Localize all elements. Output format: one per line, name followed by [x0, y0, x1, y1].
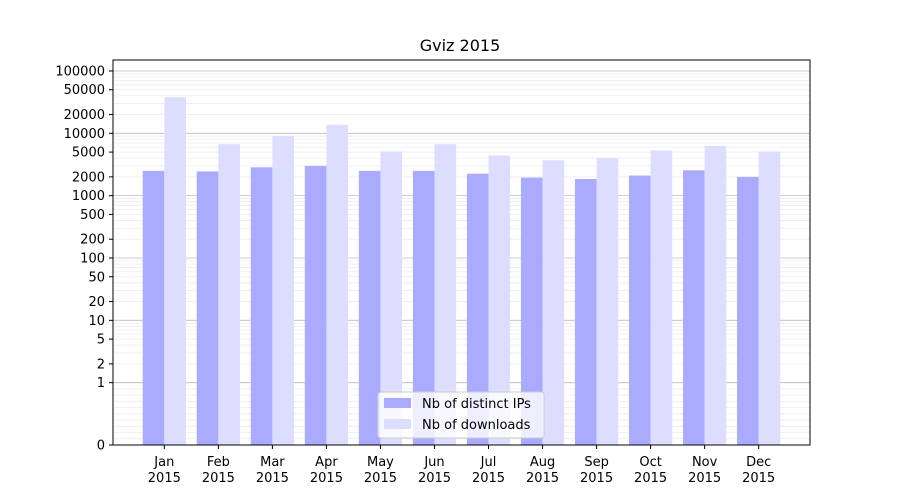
- bar-downloads: [542, 160, 565, 446]
- bar-downloads: [596, 158, 619, 445]
- y-tick-label: 500: [80, 208, 105, 223]
- y-tick-label: 1: [97, 376, 105, 391]
- bar-downloads: [272, 136, 295, 446]
- x-tick-label: Jan 2015: [148, 455, 181, 486]
- legend-frame: [377, 391, 545, 439]
- bar-downloads: [218, 144, 240, 445]
- bar-downloads: [380, 151, 403, 445]
- bar-distinct-ips: [304, 165, 327, 445]
- x-tick-label: Feb 2015: [202, 455, 235, 486]
- y-axis-ticks: 0 1 2 5 10 20 50 100 200 500 1000 2000 5000 10000 2000…: [55, 64, 113, 454]
- x-tick-label: Nov 2015: [688, 455, 721, 486]
- x-tick-label: Oct 2015: [634, 455, 667, 486]
- legend-label: Nb of downloads: [422, 418, 531, 433]
- y-tick-label: 10: [88, 314, 105, 329]
- bar-downloads: [650, 150, 673, 445]
- bar-downloads: [326, 124, 349, 446]
- bar-distinct-ips: [520, 177, 543, 445]
- bar-distinct-ips: [628, 175, 651, 445]
- bar-downloads: [488, 155, 511, 445]
- y-tick-label: 1000: [72, 189, 105, 204]
- y-tick-label: 100: [80, 251, 105, 266]
- x-tick-label: Dec 2015: [742, 455, 775, 486]
- x-tick-label: Mar 2015: [256, 455, 289, 486]
- y-tick-label: 2000: [72, 170, 105, 185]
- y-tick-label: 50: [88, 270, 105, 285]
- plot-frame: [112, 59, 811, 446]
- bar-distinct-ips: [412, 170, 435, 445]
- x-tick-label: Apr 2015: [310, 455, 343, 486]
- bar-distinct-ips: [358, 170, 381, 445]
- x-tick-label: Jul 2015: [472, 455, 505, 486]
- x-tick-label: Aug 2015: [526, 455, 559, 486]
- bar-distinct-ips: [466, 173, 489, 445]
- bar-downloads: [164, 97, 186, 446]
- bars: [142, 97, 781, 446]
- y-tick-label: 5000: [72, 146, 105, 161]
- y-tick-label: 10000: [64, 127, 105, 142]
- legend-swatch: [384, 419, 411, 429]
- legend: Nb of distinct IPs Nb of downloads: [377, 391, 545, 439]
- bar-downloads: [434, 144, 457, 445]
- bar-distinct-ips: [250, 167, 273, 446]
- bar-distinct-ips: [142, 170, 165, 445]
- x-tick-label: Jun 2015: [418, 455, 451, 486]
- y-tick-label: 200: [80, 233, 105, 248]
- bar-downloads: [758, 151, 781, 445]
- y-tick-label: 2: [97, 357, 105, 372]
- y-tick-label: 20: [88, 295, 105, 310]
- y-tick-label: 5: [97, 333, 105, 348]
- x-tick-label: May 2015: [364, 455, 397, 486]
- bar-distinct-ips: [683, 170, 705, 446]
- bar-distinct-ips: [737, 176, 759, 446]
- y-tick-label: 50000: [64, 83, 105, 98]
- bar-distinct-ips: [196, 171, 219, 445]
- bar-downloads: [704, 145, 727, 445]
- chart-title: Gviz 2015: [420, 36, 501, 55]
- y-tick-label: 20000: [64, 108, 105, 123]
- bar-distinct-ips: [574, 178, 597, 445]
- axes: [112, 59, 811, 446]
- legend-swatch: [384, 398, 411, 408]
- x-tick-label: Sep 2015: [580, 455, 613, 486]
- x-axis-ticks: Jan 2015 Feb 2015 Mar 2015 Apr 2015 May 2015 Jun 20…: [148, 445, 775, 486]
- y-tick-label: 100000: [55, 64, 105, 79]
- legend-label: Nb of distinct IPs: [422, 397, 531, 412]
- y-tick-label: 0: [97, 439, 105, 454]
